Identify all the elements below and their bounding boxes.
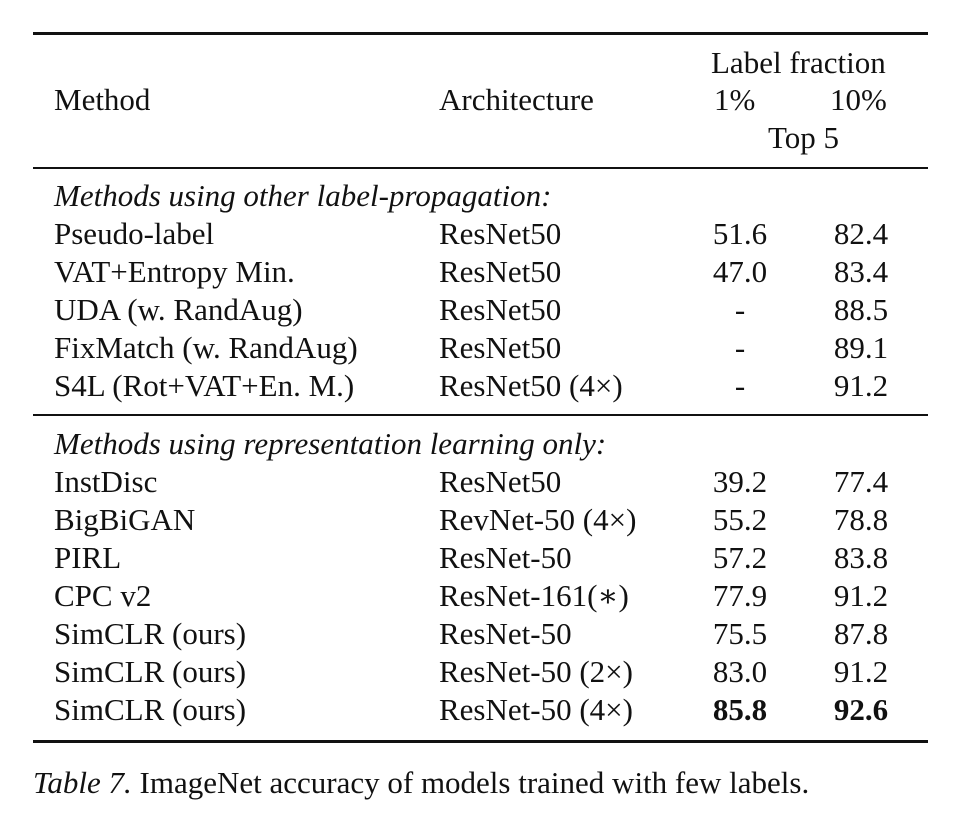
table-row: UDA (w. RandAug) ResNet50 - 88.5 <box>0 291 960 329</box>
table-row: BigBiGAN RevNet-50 (4×) 55.2 78.8 <box>0 501 960 539</box>
header-pct-10: 10% <box>830 82 887 117</box>
cell-architecture: ResNet50 <box>439 464 562 499</box>
table-caption: Table 7. ImageNet accuracy of models tra… <box>33 763 809 803</box>
cell-top5-10pct: 77.4 <box>833 464 889 499</box>
table-row: Pseudo-label ResNet50 51.6 82.4 <box>0 215 960 253</box>
header-label-fraction: Label fraction <box>711 45 886 80</box>
cell-architecture: ResNet-50 <box>439 616 572 651</box>
table-row: PIRL ResNet-50 57.2 83.8 <box>0 539 960 577</box>
table-top-rule <box>33 32 928 35</box>
table-row: VAT+Entropy Min. ResNet50 47.0 83.4 <box>0 253 960 291</box>
cell-top5-10pct: 83.4 <box>833 254 889 289</box>
cell-architecture: ResNet-50 (2×) <box>439 654 633 689</box>
cell-top5-1pct: - <box>734 368 746 403</box>
cell-top5-1pct: 39.2 <box>712 464 768 499</box>
cell-top5-10pct: 91.2 <box>833 368 889 403</box>
cell-top5-10pct: 87.8 <box>833 616 889 651</box>
table-row: CPC v2 ResNet-161(∗) 77.9 91.2 <box>0 577 960 615</box>
cell-top5-10pct: 91.2 <box>833 578 889 613</box>
header-pct-1: 1% <box>714 82 756 117</box>
table-row: FixMatch (w. RandAug) ResNet50 - 89.1 <box>0 329 960 367</box>
cell-top5-10pct: 82.4 <box>833 216 889 251</box>
header-architecture: Architecture <box>439 82 594 117</box>
cell-architecture: ResNet50 <box>439 216 562 251</box>
table-row: SimCLR (ours) ResNet-50 75.5 87.8 <box>0 615 960 653</box>
cell-top5-10pct: 89.1 <box>833 330 889 365</box>
cell-top5-1pct: 83.0 <box>712 654 768 689</box>
caption-label: Table 7. <box>33 765 132 800</box>
section-separator-rule <box>33 414 928 416</box>
cell-method: VAT+Entropy Min. <box>54 254 295 289</box>
cell-top5-10pct: 91.2 <box>833 654 889 689</box>
cell-top5-10pct: 88.5 <box>833 292 889 327</box>
cell-top5-10pct: 78.8 <box>833 502 889 537</box>
table-bottom-rule <box>33 740 928 743</box>
cell-method: UDA (w. RandAug) <box>54 292 303 327</box>
cell-method: Pseudo-label <box>54 216 215 251</box>
cell-method: SimCLR (ours) <box>54 692 247 727</box>
cell-method: S4L (Rot+VAT+En. M.) <box>54 368 355 403</box>
header-method: Method <box>54 82 151 117</box>
caption-text: ImageNet accuracy of models trained with… <box>131 765 810 800</box>
table-row: S4L (Rot+VAT+En. M.) ResNet50 (4×) - 91.… <box>0 367 960 405</box>
cell-architecture: ResNet50 <box>439 330 562 365</box>
table-row: InstDisc ResNet50 39.2 77.4 <box>0 463 960 501</box>
cell-top5-10pct-best: 92.6 <box>833 692 889 727</box>
cell-architecture: ResNet50 <box>439 292 562 327</box>
cell-method: InstDisc <box>54 464 158 499</box>
cell-architecture: ResNet-50 (4×) <box>439 692 633 727</box>
cell-architecture: ResNet50 (4×) <box>439 368 623 403</box>
cell-top5-10pct: 83.8 <box>833 540 889 575</box>
cell-architecture: ResNet-161(∗) <box>439 578 629 613</box>
cell-top5-1pct: 55.2 <box>712 502 768 537</box>
header-metric: Top 5 <box>768 120 840 155</box>
header-separator-rule <box>33 167 928 169</box>
cell-method: SimCLR (ours) <box>54 654 247 689</box>
section-title-representation-learning: Methods using representation learning on… <box>54 426 607 461</box>
cell-top5-1pct: 77.9 <box>712 578 768 613</box>
cell-method: SimCLR (ours) <box>54 616 247 651</box>
cell-method: PIRL <box>54 540 122 575</box>
cell-top5-1pct: 75.5 <box>712 616 768 651</box>
cell-top5-1pct: 57.2 <box>712 540 768 575</box>
cell-top5-1pct: - <box>734 292 746 327</box>
table-row: SimCLR (ours) ResNet-50 (2×) 83.0 91.2 <box>0 653 960 691</box>
cell-top5-1pct-best: 85.8 <box>712 692 768 727</box>
cell-top5-1pct: 51.6 <box>712 216 768 251</box>
cell-method: BigBiGAN <box>54 502 196 537</box>
cell-method: CPC v2 <box>54 578 152 613</box>
table-row: SimCLR (ours) ResNet-50 (4×) 85.8 92.6 <box>0 691 960 729</box>
cell-architecture: ResNet-50 <box>439 540 572 575</box>
section-title-label-propagation: Methods using other label-propagation: <box>54 178 552 213</box>
cell-top5-1pct: - <box>734 330 746 365</box>
cell-method: FixMatch (w. RandAug) <box>54 330 358 365</box>
cell-top5-1pct: 47.0 <box>712 254 768 289</box>
cell-architecture: ResNet50 <box>439 254 562 289</box>
cell-architecture: RevNet-50 (4×) <box>439 502 637 537</box>
